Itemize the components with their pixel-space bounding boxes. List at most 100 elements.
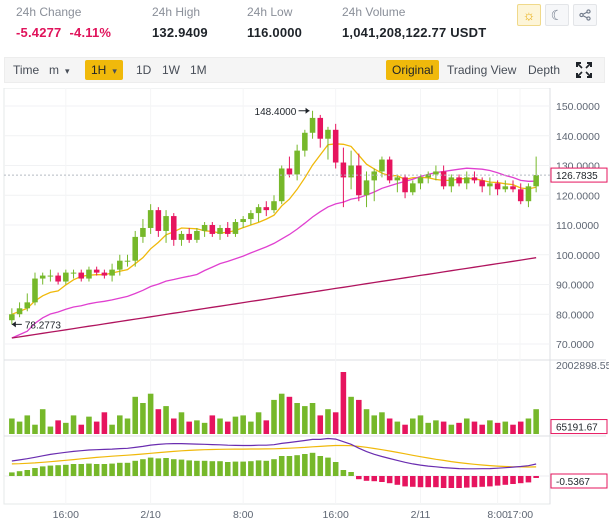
volume-bar (16, 421, 23, 434)
candle-body (332, 129, 339, 163)
candle-body (78, 272, 85, 279)
interval-1m-button[interactable]: 1M (190, 63, 207, 77)
candle-body (186, 233, 192, 240)
volume-bar (93, 421, 100, 434)
candle-body (402, 177, 408, 193)
macd-histogram-bar (240, 461, 246, 476)
macd-histogram-bar (510, 476, 516, 484)
candle-body (302, 132, 308, 151)
candle-body (394, 177, 401, 181)
candle-body (163, 216, 169, 231)
candle-body (9, 314, 15, 321)
volume-bar (63, 422, 69, 434)
macd-histogram-bar (286, 456, 293, 476)
volume-bar (117, 415, 123, 434)
candle-body (410, 183, 416, 193)
candle-body (271, 201, 277, 211)
tradingview-button[interactable]: Trading View (447, 63, 517, 77)
volume-bar (371, 415, 378, 434)
candle-body (317, 117, 324, 139)
fullscreen-icon[interactable] (573, 61, 595, 79)
price-axis-label: 120.0000 (556, 190, 600, 202)
candle-body (463, 177, 470, 184)
volume-bar (147, 393, 154, 434)
macd-histogram-bar (232, 461, 239, 476)
depth-button[interactable]: Depth (528, 63, 561, 77)
interval-1h-dropdown[interactable]: 1H (85, 60, 123, 80)
volume-bar (479, 424, 485, 434)
volume-bar (240, 415, 246, 434)
candle-body (39, 275, 46, 279)
candle-body (240, 219, 246, 223)
plot-frame (3, 88, 551, 505)
candle-body (209, 225, 216, 234)
candle-body (155, 210, 162, 231)
stat-label: 24h Low (247, 5, 293, 19)
volume-bar (463, 418, 470, 434)
volume-bar (201, 422, 208, 434)
macd-histogram-bar (39, 466, 46, 476)
candle-body (494, 183, 501, 190)
candle-body (340, 162, 347, 178)
stat-24h-volume: 24h Volume 1,041,208,122.77 USDT (342, 4, 486, 42)
price-axis-label: 150.0000 (556, 101, 600, 113)
volume-bar (456, 422, 462, 434)
candle-body (417, 177, 424, 184)
theme-share-group: ☼ ☾ (513, 4, 597, 26)
macd-current-label: -0.5367 (556, 477, 590, 488)
volume-bar (363, 409, 370, 434)
candle-body (101, 272, 108, 276)
candle-body (517, 189, 524, 202)
chart-toolbar: Time m 1H 1D 1W 1M Original Trading View… (4, 57, 605, 83)
share-icon[interactable] (573, 4, 597, 26)
volume-bar (502, 421, 509, 434)
candle-body (124, 260, 131, 262)
candle-body (24, 302, 31, 309)
candle-body (109, 269, 115, 276)
stat-24h-high: 24h High 132.9409 (152, 4, 208, 42)
candle-body (63, 272, 69, 282)
candle-body (502, 186, 509, 190)
price-axis-label: 100.0000 (556, 250, 600, 262)
time-button[interactable]: Time (13, 63, 40, 77)
volume-bar (402, 424, 408, 434)
macd-histogram-bar (425, 476, 431, 488)
stat-24h-low: 24h Low 116.0000 (247, 4, 302, 42)
chart-canvas: 150.0000140.0000130.0000120.0000110.0000… (3, 88, 609, 521)
macd-histogram-bar (263, 460, 270, 476)
volume-bar (86, 416, 92, 434)
macd-histogram-bar (332, 462, 339, 476)
macd-histogram-bar (201, 460, 208, 476)
volume-current-tag (550, 419, 608, 435)
sun-icon[interactable]: ☼ (517, 4, 541, 26)
macd-histogram-bar (525, 476, 532, 483)
macd-current-tag (550, 473, 608, 489)
candle-body (140, 227, 146, 237)
volume-bar (425, 422, 431, 434)
moon-icon[interactable]: ☾ (545, 4, 569, 26)
volume-bar (294, 403, 300, 434)
macd-histogram-bar (117, 462, 123, 476)
interval-1w-button[interactable]: 1W (162, 63, 180, 77)
interval-1d-button[interactable]: 1D (136, 63, 152, 77)
macd-histogram-bar (101, 464, 108, 476)
candlestick-chart[interactable]: 150.0000 140.0000 130.0000 120.0000 110.0000… (0, 88, 609, 522)
macd-histogram-bar (147, 457, 154, 476)
macd-histogram-bar (494, 476, 501, 486)
macd-histogram-bar (533, 476, 539, 478)
macd-histogram-bar (502, 476, 509, 485)
price-axis-label: 70.0000 (556, 339, 594, 351)
macd-histogram-bar (9, 472, 15, 476)
candle-body (325, 129, 331, 139)
volume-max-label: 2002898.55 (556, 360, 609, 372)
price-axis-label: 90.0000 (556, 280, 594, 292)
macd-histogram-bar (86, 463, 92, 476)
ma-mid-line (11, 167, 537, 339)
minutes-dropdown[interactable]: m (45, 60, 74, 80)
volume-bar (55, 420, 61, 434)
candle-body (363, 180, 370, 196)
time-axis-label: 2/10 (140, 509, 161, 521)
macd-histogram-bar (463, 476, 470, 488)
original-view-button[interactable]: Original (386, 60, 440, 80)
candle-body (255, 207, 262, 214)
